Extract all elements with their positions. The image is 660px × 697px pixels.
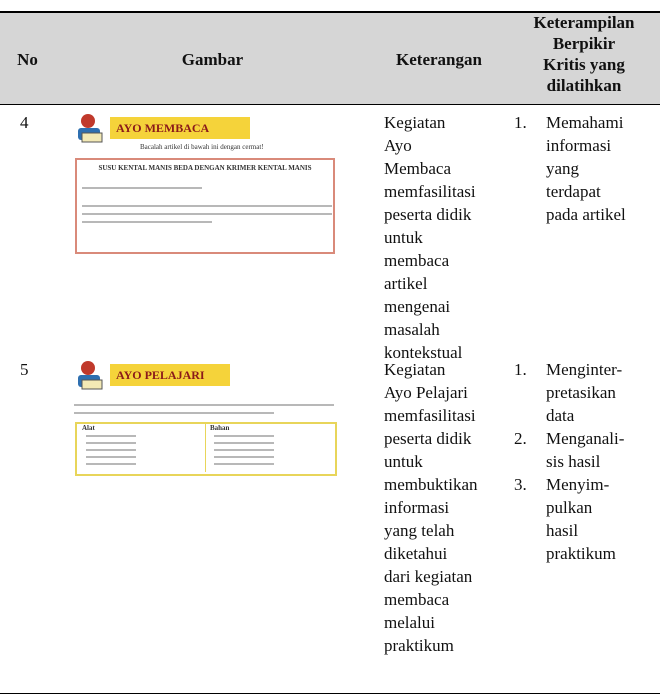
header-background — [0, 12, 660, 105]
column-header: No — [17, 50, 38, 69]
banner — [110, 364, 230, 386]
description-line: peserta didik — [384, 205, 472, 224]
instruction: Bacalah artikel di bawah ini dengan cerm… — [140, 143, 264, 151]
skill-number: 2. — [514, 429, 527, 448]
text-line — [86, 463, 136, 465]
description-line: mengenai — [384, 297, 451, 316]
banner — [110, 117, 250, 139]
skill-line: Menyim- — [546, 475, 610, 494]
column-header: Keterangan — [396, 50, 482, 69]
rule-header — [0, 104, 660, 105]
description-line: Ayo — [384, 136, 412, 155]
reader-icon — [74, 360, 106, 390]
text-line — [86, 435, 136, 437]
column-header: dilatihkan — [546, 76, 622, 95]
text-line — [214, 463, 274, 465]
skill-line: informasi — [546, 136, 612, 155]
reader-icon — [74, 113, 106, 143]
description-line: Kegiatan — [384, 113, 446, 132]
headline: SUSU KENTAL MANIS BEDA DENGAN KRIMER KEN… — [98, 164, 312, 172]
text-line — [86, 456, 136, 458]
text-line — [214, 456, 274, 458]
text-line — [86, 442, 136, 444]
divider — [205, 424, 206, 472]
text-line — [214, 449, 274, 451]
description-line: membuktikan — [384, 475, 478, 494]
materials-box — [75, 422, 337, 476]
skill-line: terdapat — [546, 182, 601, 201]
column-header: Kritis yang — [543, 55, 625, 74]
text-line — [214, 442, 274, 444]
description-line: untuk — [384, 228, 423, 247]
right-heading: Bahan — [210, 424, 230, 432]
skill-line: Menganali- — [546, 429, 625, 448]
row-number: 5 — [20, 360, 29, 379]
description-line: diketahui — [384, 544, 448, 563]
description-line: membaca — [384, 251, 450, 270]
text-line — [74, 404, 334, 406]
column-header: Gambar — [181, 50, 244, 69]
skill-line: pretasikan — [546, 383, 616, 402]
skill-line: pada artikel — [546, 205, 626, 224]
text-line — [74, 412, 274, 414]
description-line: dari kegiatan — [384, 567, 473, 586]
article-box — [75, 158, 335, 254]
banner-text: AYO PELAJARI — [116, 368, 205, 382]
description-line: yang telah — [384, 521, 455, 540]
description-line: peserta didik — [384, 429, 472, 448]
text-line — [82, 221, 212, 223]
skill-line: Memahami — [546, 113, 624, 132]
skill-line: pulkan — [546, 498, 593, 517]
description-line: praktikum — [384, 636, 454, 655]
text-line — [214, 435, 274, 437]
description-line: Kegiatan — [384, 360, 446, 379]
description-line: Membaca — [384, 159, 452, 178]
description-line: masalah — [384, 320, 440, 339]
description-line: informasi — [384, 498, 450, 517]
description-line: untuk — [384, 452, 423, 471]
skill-line: praktikum — [546, 544, 616, 563]
column-header: Berpikir — [552, 34, 616, 53]
description-line: membaca — [384, 590, 450, 609]
text-line — [82, 213, 332, 215]
description-line: artikel — [384, 274, 428, 293]
left-heading: Alat — [82, 424, 95, 432]
skill-line: sis hasil — [546, 452, 601, 471]
text-line — [82, 205, 332, 207]
skill-number: 1. — [514, 113, 527, 132]
description-line: memfasilitasi — [384, 182, 476, 201]
text-line — [82, 187, 202, 189]
icon — [78, 114, 103, 143]
skill-number: 3. — [514, 475, 527, 494]
row-number: 4 — [20, 113, 29, 132]
description-line: melalui — [384, 613, 435, 632]
skill-line: data — [546, 406, 575, 425]
icon — [78, 361, 103, 390]
skill-number: 1. — [514, 360, 527, 379]
description-line: kontekstual — [384, 343, 463, 362]
banner-text: AYO MEMBACA — [116, 121, 210, 135]
skill-line: hasil — [546, 521, 579, 540]
skill-line: yang — [546, 159, 580, 178]
column-header: Keterampilan — [533, 13, 635, 32]
skill-line: Menginter- — [546, 360, 623, 379]
description-line: memfasilitasi — [384, 406, 476, 425]
description-line: Ayo Pelajari — [384, 383, 468, 402]
rule-bottom — [0, 693, 660, 694]
rule-top — [0, 11, 660, 13]
text-line — [86, 449, 136, 451]
